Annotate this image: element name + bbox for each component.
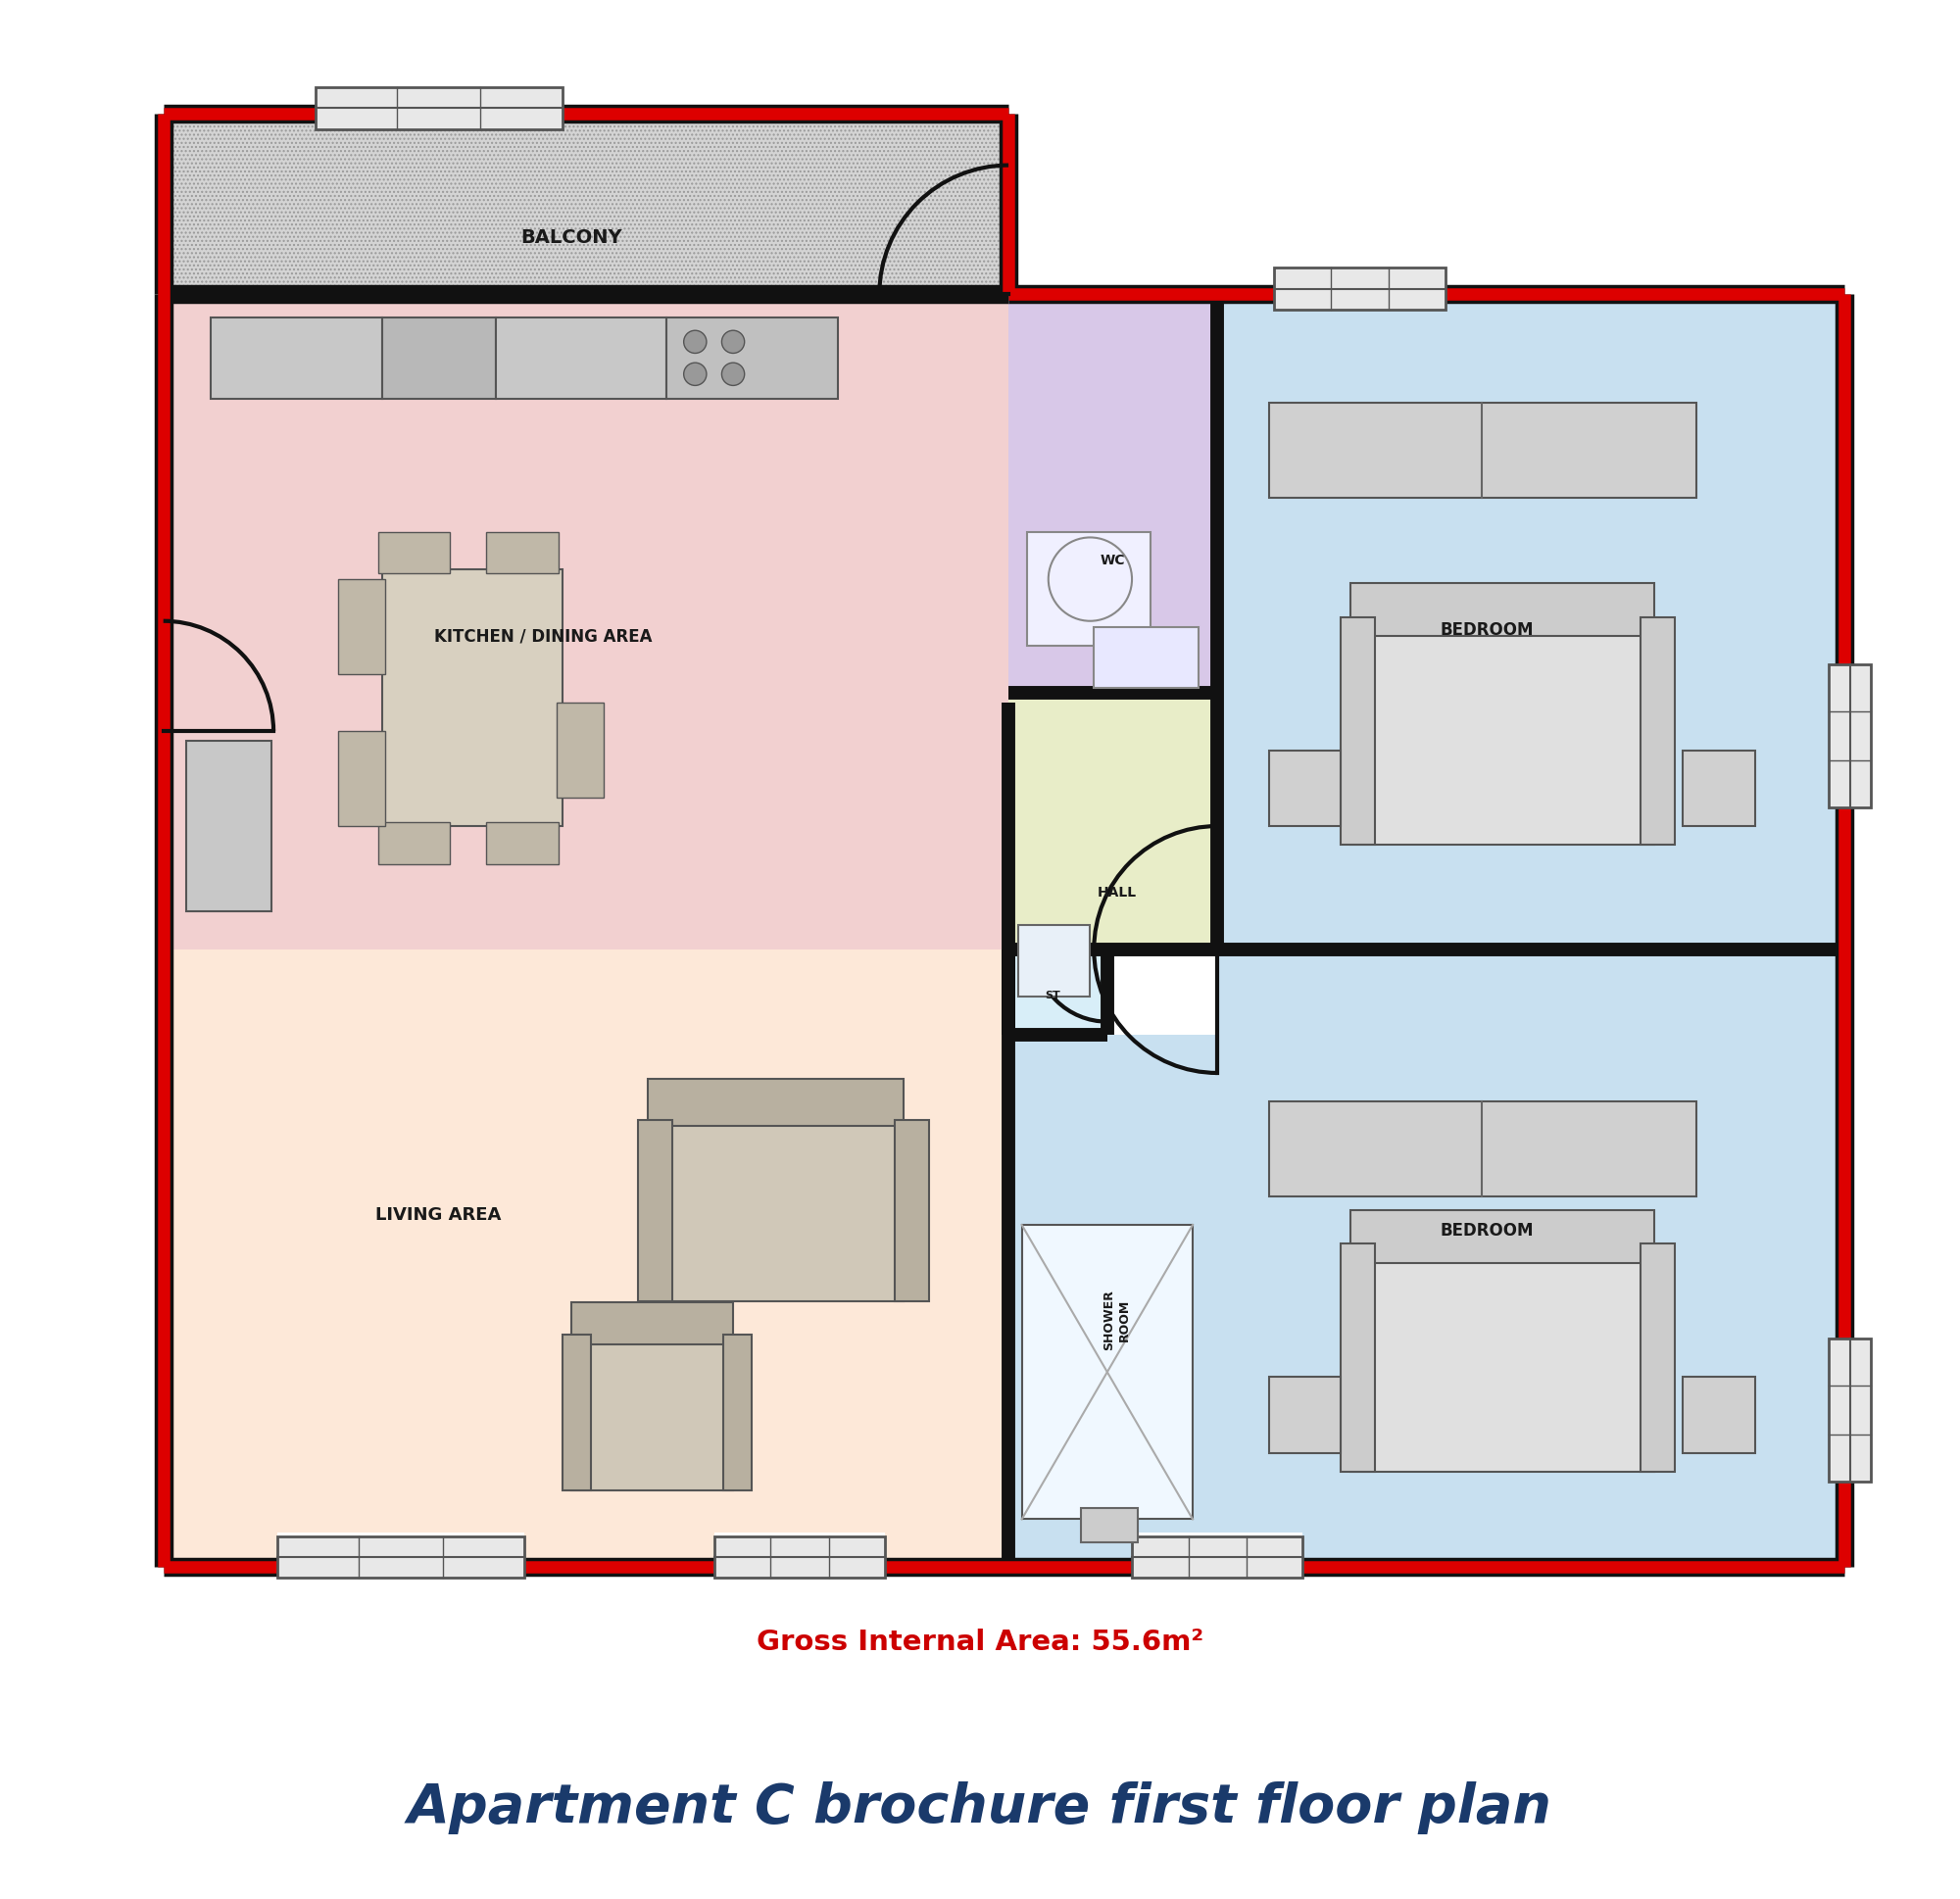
Bar [563, 1335, 590, 1491]
Circle shape [684, 363, 706, 385]
Bar [1009, 1035, 1217, 1567]
Bar [1274, 268, 1445, 310]
Bar [1350, 617, 1654, 845]
Bar [186, 741, 272, 912]
Bar [1080, 1508, 1137, 1542]
Text: KITCHEN / DINING AREA: KITCHEN / DINING AREA [435, 627, 653, 646]
Bar [1838, 665, 1872, 807]
Bar [212, 317, 382, 399]
Bar [1838, 1339, 1872, 1481]
Text: BEDROOM: BEDROOM [1441, 621, 1535, 640]
Bar [163, 114, 1009, 294]
Bar [894, 1120, 929, 1301]
Bar [1268, 1377, 1341, 1453]
Circle shape [721, 363, 745, 385]
Bar [1641, 617, 1676, 845]
Bar [1268, 403, 1695, 498]
Bar [496, 317, 666, 399]
Bar [1217, 294, 1844, 949]
Bar [382, 570, 563, 826]
Text: BALCONY: BALCONY [521, 228, 623, 247]
Bar [1274, 258, 1445, 300]
Bar [1341, 617, 1376, 845]
Bar [723, 1335, 753, 1491]
Bar [1021, 1225, 1194, 1519]
Circle shape [1049, 537, 1133, 621]
Bar [1341, 1244, 1376, 1472]
Bar [276, 1536, 523, 1578]
Bar [1829, 1339, 1870, 1481]
Bar [276, 1532, 523, 1572]
Circle shape [721, 330, 745, 353]
Bar [1829, 665, 1870, 807]
Bar [382, 317, 496, 399]
Bar [1268, 1101, 1695, 1196]
Bar [1094, 627, 1198, 687]
Bar [1641, 1244, 1676, 1472]
Bar [647, 1120, 904, 1301]
Bar [572, 1335, 733, 1491]
Bar [1009, 294, 1217, 693]
Bar [1684, 1377, 1754, 1453]
Bar [1133, 1536, 1303, 1578]
Text: ST: ST [1045, 989, 1060, 1001]
Bar [557, 703, 604, 798]
Bar [1268, 750, 1341, 826]
Text: LIVING AREA: LIVING AREA [376, 1206, 502, 1225]
Bar [1684, 750, 1754, 826]
Bar [713, 1532, 886, 1572]
Bar [1217, 950, 1844, 1567]
Text: WC: WC [1100, 553, 1125, 568]
Bar [163, 114, 1009, 294]
Bar [163, 294, 1009, 949]
Bar [486, 822, 559, 864]
Bar [647, 1079, 904, 1126]
Bar [1027, 532, 1151, 646]
Bar [1009, 950, 1107, 1035]
Bar [337, 579, 386, 674]
Text: HALL: HALL [1098, 885, 1137, 900]
Bar [378, 532, 451, 573]
Bar [316, 78, 563, 120]
Bar [666, 317, 837, 399]
Bar [1350, 1244, 1654, 1472]
Bar [163, 294, 1009, 1567]
Text: Gross Internal Area: 55.6m²: Gross Internal Area: 55.6m² [757, 1629, 1203, 1656]
Bar [378, 822, 451, 864]
Bar [572, 1303, 733, 1344]
Bar [1133, 1532, 1303, 1572]
Bar [1017, 925, 1090, 997]
Text: SHOWER
ROOM: SHOWER ROOM [1103, 1289, 1131, 1350]
Bar [337, 731, 386, 826]
Bar [1350, 1210, 1654, 1263]
Text: BEDROOM: BEDROOM [1441, 1221, 1535, 1240]
Bar [316, 87, 563, 129]
Bar [1350, 583, 1654, 636]
Bar [713, 1536, 886, 1578]
Text: Apartment C brochure first floor plan: Apartment C brochure first floor plan [408, 1781, 1552, 1834]
Circle shape [684, 330, 706, 353]
Bar [486, 532, 559, 573]
Bar [639, 1120, 672, 1301]
Bar [1009, 693, 1217, 950]
